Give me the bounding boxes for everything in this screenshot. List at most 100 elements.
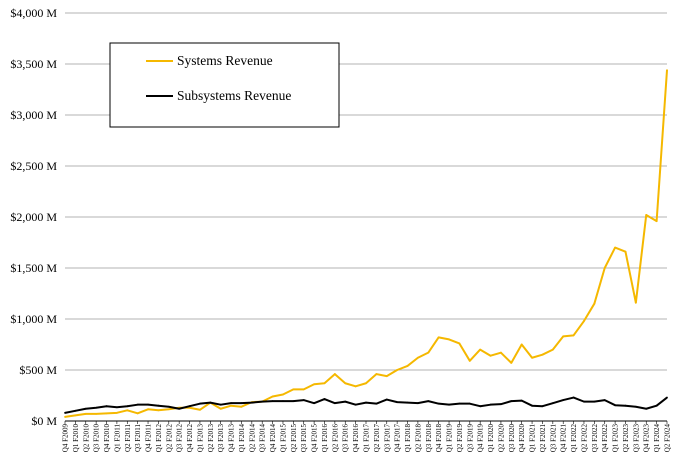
systems-revenue-point (95, 412, 98, 415)
subsystems-revenue-point (500, 403, 502, 406)
x-tick-label: Q1 F2019 (446, 424, 454, 453)
subsystems-revenue-point (344, 400, 347, 403)
x-tick-label: Q3 F2019 (466, 424, 474, 453)
systems-revenue-point (500, 351, 502, 354)
x-tick-label: Q3 F2021 (549, 424, 557, 453)
x-tick-label: Q2 F2017 (373, 424, 381, 453)
x-tick-label: Q2 F2020 (497, 424, 505, 453)
y-axis: $0 M $500 M $1,000 M $1,500 M $2,000 M $2,500… (10, 6, 57, 428)
x-tick-label: Q4 F2018 (435, 424, 443, 453)
subsystems-revenue-point (271, 400, 274, 403)
x-tick-label: Q4 F2022 (601, 424, 609, 453)
subsystems-revenue-point (209, 401, 212, 404)
subsystems-revenue-point (458, 402, 461, 405)
systems-revenue-point (510, 361, 513, 364)
systems-revenue-point (240, 405, 243, 408)
y-tick-label: $4,000 M (10, 6, 57, 20)
systems-revenue-point (365, 382, 367, 385)
subsystems-revenue-point (188, 405, 191, 408)
x-tick-label: Q4 F2020 (518, 424, 526, 453)
systems-revenue-point (157, 409, 160, 412)
x-tick-label: Q3 F2012 (176, 424, 184, 453)
x-tick-label: Q1 F2013 (196, 424, 204, 453)
x-tick-label: Q3 F2010 (93, 424, 101, 453)
subsystems-revenue-point (354, 403, 357, 406)
subsystems-revenue-point (147, 403, 149, 406)
subsystems-revenue-point (551, 402, 554, 405)
subsystems-revenue-point (375, 402, 378, 405)
y-tick-label: $2,500 M (10, 159, 57, 173)
y-tick-label: $1,000 M (10, 312, 57, 326)
x-axis: Q4 F2009 Q1 F2010 Q2 F2010 Q3 F2010 Q4 F2010… (62, 420, 672, 453)
subsystems-revenue-point (240, 402, 243, 405)
systems-revenue-point (84, 412, 87, 415)
systems-revenue-point (531, 356, 533, 359)
systems-revenue-point (448, 338, 450, 341)
systems-revenue-point (655, 220, 658, 222)
x-tick-label: Q1 F2020 (487, 424, 495, 453)
systems-revenue-point (624, 250, 627, 253)
subsystems-revenue-point (84, 407, 87, 410)
systems-revenue-point (199, 408, 201, 411)
subsystems-revenue-point (489, 403, 492, 406)
systems-revenue-point (634, 301, 637, 304)
subsystems-revenue-point (406, 401, 409, 404)
systems-revenue-point (406, 365, 409, 367)
systems-revenue-point (562, 335, 565, 338)
systems-revenue-point (64, 416, 66, 418)
x-tick-label: Q2 F2010 (82, 424, 90, 453)
x-tick-label: Q1 F2023 (612, 424, 620, 453)
subsystems-revenue-point (333, 402, 336, 405)
systems-revenue-point (313, 383, 315, 386)
x-tick-label: Q1 F2011 (113, 424, 121, 452)
x-tick-label: Q4 F2019 (477, 424, 485, 453)
subsystems-revenue-point (417, 402, 419, 405)
systems-revenue-point (271, 395, 274, 398)
subsystems-revenue-point (219, 403, 222, 406)
systems-revenue-point (105, 412, 108, 415)
x-tick-label: Q4 F2023 (643, 424, 651, 453)
subsystems-revenue-point (531, 404, 533, 407)
systems-revenue-point (230, 404, 232, 407)
subsystems-revenue-point (323, 398, 326, 400)
x-tick-label: Q3 F2022 (591, 424, 599, 453)
subsystems-revenue-point (541, 405, 544, 408)
subsystems-revenue-point (510, 400, 513, 403)
subsystems-revenue-point (562, 399, 565, 401)
x-tick-label: Q4 F2011 (145, 424, 153, 452)
systems-revenue-point (489, 354, 492, 357)
x-tick-label: Q3 F2018 (425, 424, 433, 453)
x-tick-label: Q1 F2014 (238, 424, 246, 453)
x-tick-label: Q4 F2016 (352, 424, 360, 453)
subsystems-revenue-point (614, 404, 616, 407)
x-tick-label: Q3 F2014 (259, 424, 267, 453)
subsystems-revenue-point (666, 396, 668, 399)
x-tick-label: Q1 F2017 (363, 424, 371, 453)
systems-revenue-point (593, 302, 596, 305)
subsystems-revenue-point (520, 399, 523, 402)
x-tick-label: Q2 F2019 (456, 424, 464, 453)
subsystems-revenue-point (572, 396, 575, 399)
subsystems-revenue-point (437, 402, 440, 405)
subsystems-revenue-point (593, 400, 596, 403)
subsystems-revenue-point (479, 405, 482, 408)
x-tick-label: Q1 F2018 (404, 424, 412, 453)
x-tick-label: Q4 F2015 (311, 424, 319, 453)
subsystems-revenue-point (64, 411, 66, 414)
x-tick-label: Q2 F2024 (664, 424, 672, 453)
systems-revenue-point (666, 69, 668, 72)
systems-revenue-point (292, 388, 295, 391)
systems-revenue-point (417, 356, 419, 359)
systems-revenue-point (458, 342, 461, 345)
x-tick-label: Q2 F2021 (539, 424, 547, 453)
systems-revenue-point (437, 336, 440, 339)
x-tick-label: Q4 F2021 (560, 424, 568, 453)
x-tick-label: Q2 F2013 (207, 424, 215, 453)
x-tick-label: Q4 F2009 (62, 424, 70, 453)
x-tick-label: Q2 F2014 (248, 424, 256, 453)
systems-revenue-point (541, 353, 544, 356)
systems-revenue-point (520, 343, 523, 346)
y-tick-label: $1,500 M (10, 261, 57, 275)
subsystems-revenue-point (95, 406, 98, 409)
